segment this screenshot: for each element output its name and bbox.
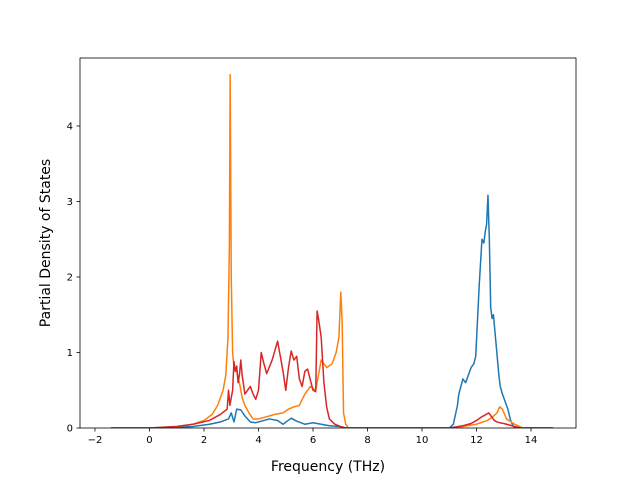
x-tick-label: 6 [310,435,316,446]
x-axis-label: Frequency (THz) [271,459,385,475]
y-tick-label: 4 [67,121,73,132]
x-tick-label: 10 [416,435,429,446]
series-layer [110,73,554,428]
y-tick-label: 3 [67,197,73,208]
x-tick-label: 14 [525,435,538,446]
x-tick-label: −2 [88,435,103,446]
x-tick-label: 0 [146,435,152,446]
x-tick-label: 4 [255,435,261,446]
x-tick-label: 8 [364,435,370,446]
series-line-3 [110,310,554,428]
series-line-2 [110,73,554,428]
x-tick-label: 2 [201,435,207,446]
plot-frame [79,57,577,429]
y-tick-label: 0 [67,424,73,435]
x-axis-ticks: −2 0 2 4 6 8 10 12 14 [88,428,538,446]
y-tick-label: 1 [67,348,73,359]
series-line-1 [110,194,554,428]
x-tick-label: 12 [470,435,483,446]
y-axis-ticks: 0 1 2 3 4 [67,121,80,435]
y-tick-label: 2 [67,272,73,283]
y-axis-label: Partial Density of States [38,159,54,327]
